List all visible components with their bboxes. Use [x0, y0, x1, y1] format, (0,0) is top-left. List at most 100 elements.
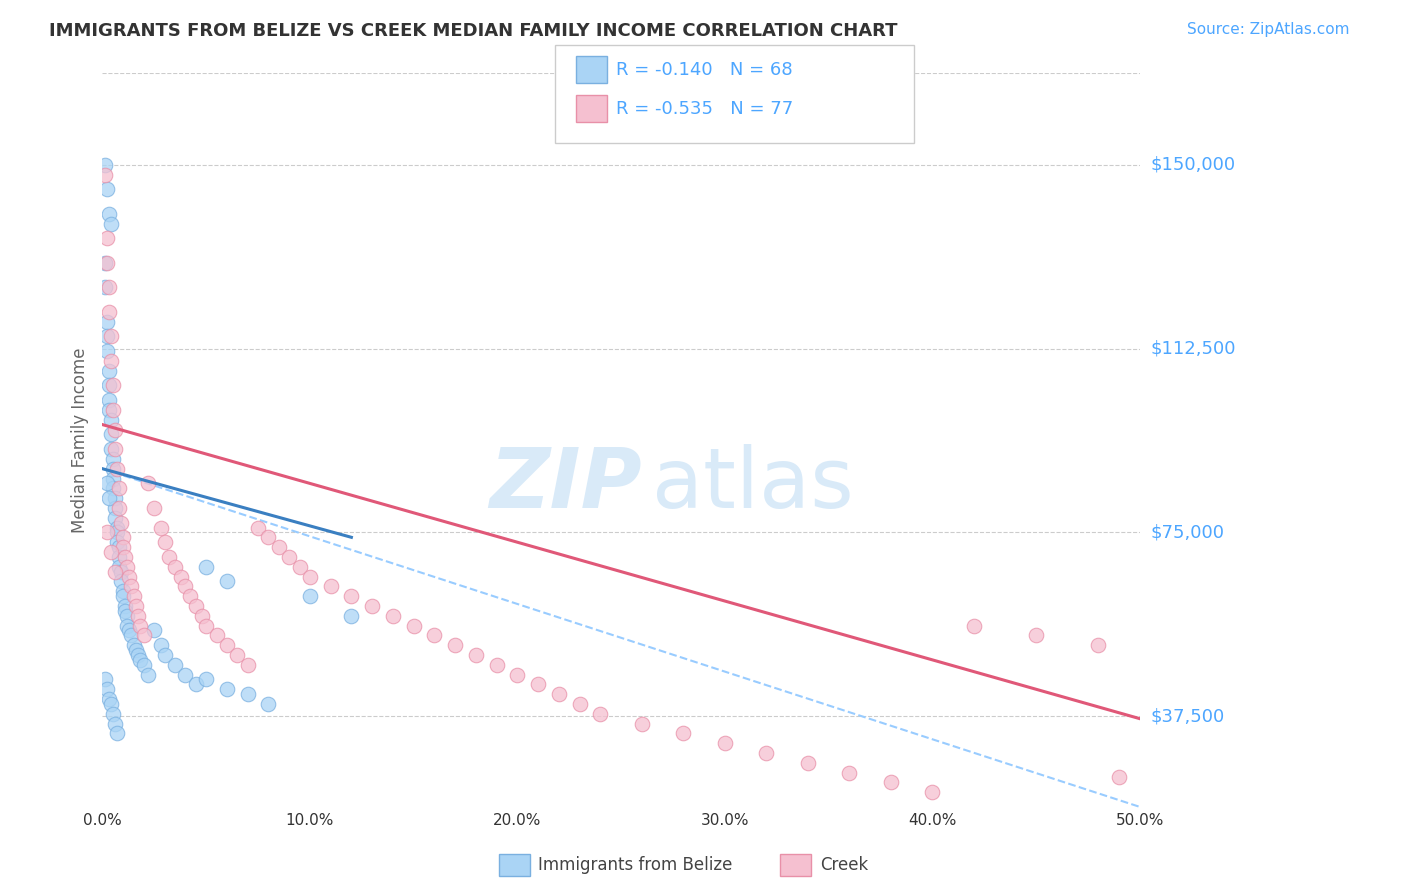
Point: [547, 687, 569, 701]
Text: atlas: atlas: [652, 444, 853, 525]
Point: [97, 491, 120, 505]
Point: [143, 624, 166, 638]
Point: [288, 559, 311, 574]
Point: [105, 461, 128, 475]
Point: [963, 618, 986, 632]
Point: [97, 378, 120, 392]
Point: [143, 500, 166, 515]
Point: [100, 329, 122, 343]
Text: R = -0.140   N = 68: R = -0.140 N = 68: [616, 61, 793, 78]
Point: [121, 579, 143, 593]
Point: [97, 364, 120, 378]
Point: [110, 574, 132, 589]
Point: [104, 442, 127, 456]
Text: $150,000: $150,000: [1152, 156, 1236, 174]
Point: [104, 423, 127, 437]
Point: [672, 726, 695, 740]
Point: [340, 608, 363, 623]
Point: [112, 540, 135, 554]
Point: [157, 549, 180, 564]
Point: [195, 559, 218, 574]
Point: [267, 540, 290, 554]
Point: [124, 643, 146, 657]
Point: [215, 638, 238, 652]
Point: [174, 667, 197, 681]
Point: [118, 624, 141, 638]
Point: [96, 682, 118, 697]
Point: [124, 599, 146, 613]
Point: [132, 628, 155, 642]
Text: $75,000: $75,000: [1152, 524, 1225, 541]
Text: ZIP: ZIP: [489, 444, 641, 525]
Point: [104, 510, 127, 524]
Point: [101, 461, 124, 475]
Point: [278, 549, 301, 564]
Point: [100, 354, 122, 368]
Point: [149, 520, 172, 534]
Text: $37,500: $37,500: [1152, 707, 1225, 725]
Point: [93, 158, 115, 172]
Point: [485, 657, 508, 672]
Point: [127, 608, 149, 623]
Point: [127, 648, 149, 662]
Point: [215, 682, 238, 697]
Point: [153, 648, 176, 662]
Point: [100, 413, 122, 427]
Point: [96, 525, 118, 540]
Point: [174, 579, 197, 593]
Point: [100, 545, 122, 559]
Text: $112,500: $112,500: [1152, 340, 1236, 358]
Point: [191, 608, 214, 623]
Point: [97, 403, 120, 417]
Point: [112, 530, 135, 544]
Point: [93, 673, 115, 687]
Point: [117, 608, 139, 623]
Point: [136, 667, 159, 681]
Point: [838, 765, 860, 780]
Point: [755, 746, 778, 760]
Point: [104, 491, 127, 505]
Text: Creek: Creek: [820, 856, 868, 874]
Point: [128, 618, 150, 632]
Point: [179, 589, 201, 603]
Text: Immigrants from Belize: Immigrants from Belize: [538, 856, 733, 874]
Point: [110, 516, 132, 530]
Point: [128, 653, 150, 667]
Point: [114, 599, 136, 613]
Point: [506, 667, 529, 681]
Point: [880, 775, 903, 789]
Point: [105, 520, 128, 534]
Point: [184, 599, 207, 613]
Point: [96, 231, 118, 245]
Point: [96, 315, 118, 329]
Point: [195, 673, 218, 687]
Point: [236, 657, 259, 672]
Point: [97, 207, 120, 221]
Point: [93, 280, 115, 294]
Point: [110, 565, 132, 579]
Point: [464, 648, 486, 662]
Point: [381, 608, 404, 623]
Point: [215, 574, 238, 589]
Point: [361, 599, 384, 613]
Point: [104, 716, 127, 731]
Point: [93, 256, 115, 270]
Point: [921, 785, 943, 799]
Point: [105, 525, 128, 540]
Point: [163, 559, 186, 574]
Point: [247, 520, 270, 534]
Point: [97, 280, 120, 294]
Point: [121, 628, 143, 642]
Point: [108, 500, 131, 515]
Point: [319, 579, 342, 593]
Point: [101, 471, 124, 485]
Point: [96, 344, 118, 359]
Point: [118, 569, 141, 583]
Point: [96, 256, 118, 270]
Point: [96, 476, 118, 491]
Point: [714, 736, 737, 750]
Point: [132, 657, 155, 672]
Point: [117, 559, 139, 574]
Point: [205, 628, 228, 642]
Point: [108, 540, 131, 554]
